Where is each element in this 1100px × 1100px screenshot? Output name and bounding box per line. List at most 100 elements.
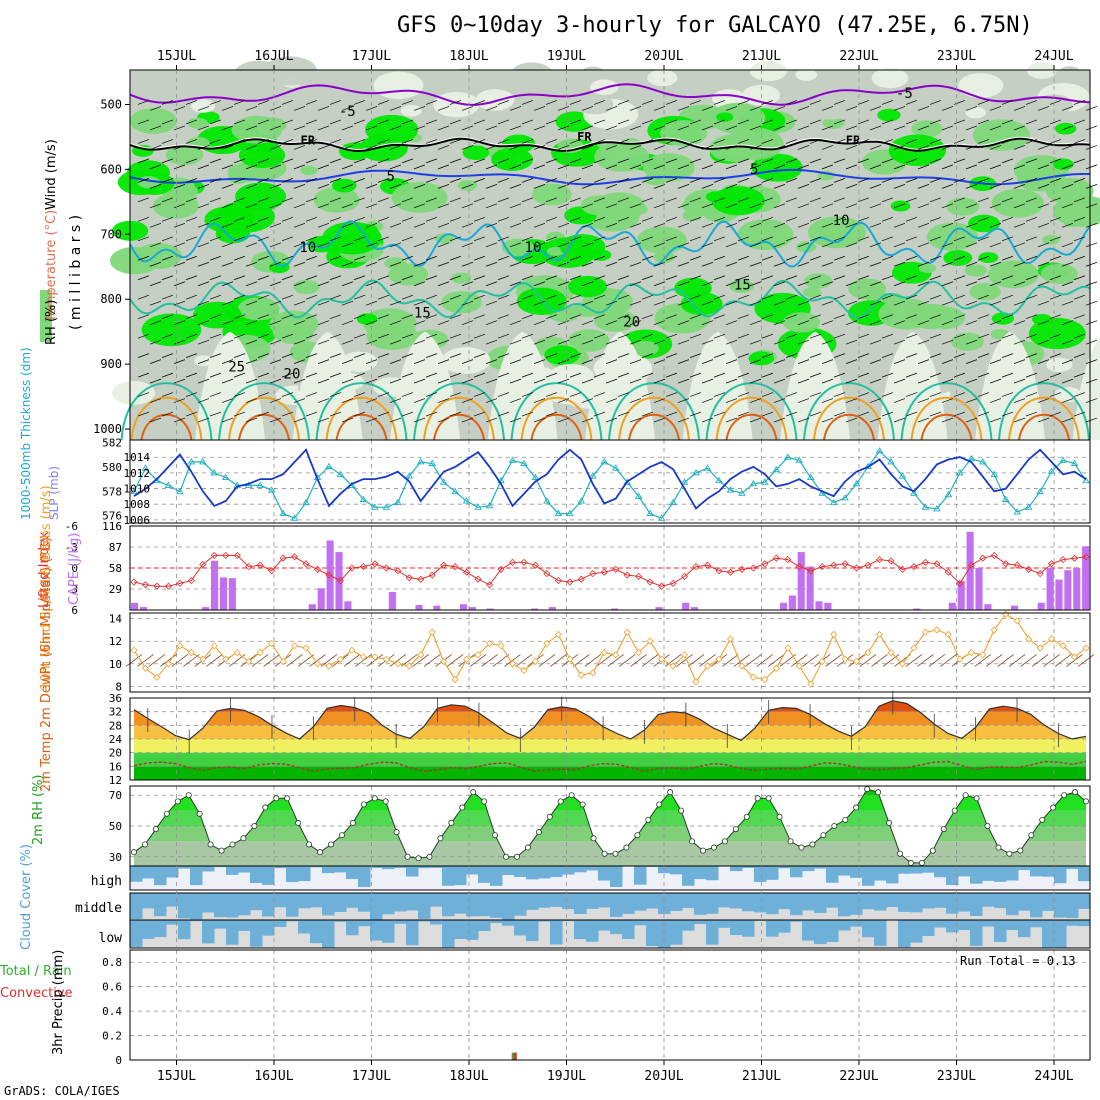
wind-barb (353, 314, 366, 320)
wind-barb (497, 372, 510, 378)
cloud-cover-bar (826, 866, 839, 883)
wind-barb (269, 106, 282, 111)
wind-barb (581, 339, 594, 345)
cloud-cover-bar (598, 866, 611, 881)
slp-point (439, 478, 448, 485)
isotherm-freezing-inner (129, 136, 1091, 151)
wind-barb (665, 236, 678, 242)
slp-point (164, 481, 173, 488)
wind-barb (797, 203, 810, 209)
wind-barb (269, 203, 282, 209)
wind-barb (353, 372, 366, 378)
wind-barb (617, 158, 630, 164)
cloud-cover-bar (562, 866, 575, 875)
wind10m-point (864, 648, 872, 657)
wind-barb (137, 178, 150, 183)
wind-barb (173, 261, 186, 267)
wind-barb (809, 158, 822, 164)
slp-point (978, 458, 987, 465)
rh-point (776, 813, 783, 820)
rh-point (207, 841, 214, 848)
wind-barb (965, 222, 978, 228)
wind10m-point (818, 657, 826, 666)
cloud-cover-bar (358, 920, 371, 927)
wind-barb (989, 300, 1002, 306)
wind-barb (929, 314, 942, 320)
wind10m-point (1070, 653, 1079, 661)
wind-barb (977, 314, 990, 320)
cloud-cover-bar (682, 866, 695, 886)
wind-barb (725, 339, 738, 345)
wind-barb (185, 197, 198, 203)
wind-barb (749, 164, 762, 170)
wind-barb (905, 100, 918, 105)
wind-barb (317, 145, 330, 150)
wind-barb (785, 294, 798, 300)
wind-barb (341, 320, 354, 326)
wind-barb (473, 100, 486, 105)
wind-barb (461, 359, 474, 364)
cloud-cover-bar (574, 920, 587, 940)
wind-barb (449, 100, 462, 105)
cloud-cover-bar (202, 893, 215, 913)
wind-barb (197, 281, 210, 287)
wind-barb (725, 261, 738, 267)
wind-barb (365, 145, 378, 150)
wind-barb (761, 275, 774, 281)
cape-bar (1064, 570, 1072, 610)
wind-barb (1061, 300, 1074, 306)
wind-barb (917, 398, 930, 403)
wind-barb (989, 261, 1002, 267)
wind-barb (893, 242, 906, 248)
wind-barb (401, 392, 414, 397)
wind-barb (401, 411, 414, 417)
wind-barb (545, 333, 558, 339)
cloud-cover-bar (994, 920, 1007, 942)
wind-barb (377, 236, 390, 242)
cape-bar (1073, 568, 1081, 610)
wind-barb (221, 378, 234, 384)
date-label: 15JUL (157, 1069, 196, 1084)
wind-barb (173, 184, 186, 189)
wind-barb (941, 184, 954, 189)
wind-barb (497, 100, 510, 105)
wind-barb (137, 158, 150, 164)
rh-shade (111, 380, 156, 405)
lifted-point (520, 558, 528, 566)
wind-barb (665, 178, 678, 183)
cloud-cover-bar (694, 893, 707, 915)
wind-barb (197, 125, 210, 131)
wind-barb (437, 320, 450, 326)
wind-barb (269, 378, 282, 384)
thickness-tick-label: 580 (102, 461, 122, 474)
wind-barb (605, 261, 618, 267)
wind-barb (197, 203, 210, 209)
rh-shade (822, 116, 845, 129)
wind-barb (809, 236, 822, 242)
wind-barb (533, 164, 546, 170)
wind-barb (773, 281, 786, 287)
cloud-cover-bar (874, 920, 887, 946)
wind-barb (641, 119, 654, 125)
slp-point (577, 497, 586, 504)
rh-shade (946, 197, 980, 216)
cloud-cover-bar (742, 920, 755, 937)
slp-point (474, 503, 482, 510)
wind-barb (353, 353, 366, 358)
lifted-point (474, 575, 482, 583)
wind10m-barb (286, 654, 303, 667)
wind-barb (569, 372, 582, 378)
isotherm-label: 20 (284, 366, 301, 382)
wind-barb (569, 178, 582, 183)
wind-barb (821, 184, 834, 189)
wind-barb (221, 281, 234, 287)
pressure-label: 700 (100, 227, 122, 241)
wind-barb (629, 359, 642, 364)
wind-barb (941, 281, 954, 287)
wind-barb (941, 300, 954, 306)
wind10m-point (1048, 635, 1056, 643)
wind-barb (317, 184, 330, 189)
wind-barb (401, 314, 414, 320)
wind-barb (1037, 184, 1050, 189)
rh-shade (373, 71, 424, 100)
